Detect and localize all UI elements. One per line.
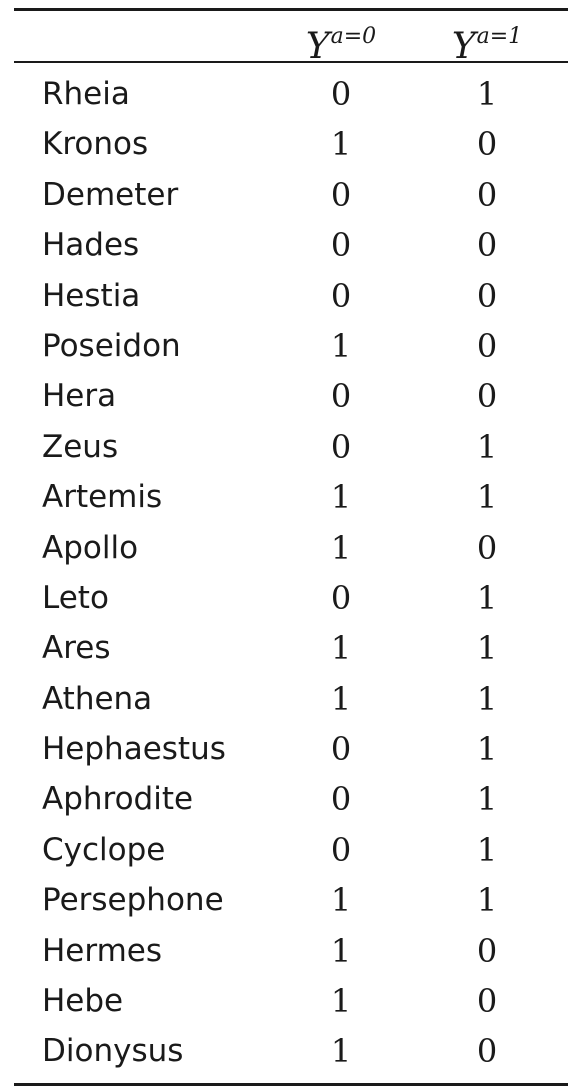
row-name: Hestia: [42, 277, 141, 314]
cell-y-a0: 0: [330, 730, 352, 769]
table-row: Hestia 0 0: [14, 271, 568, 321]
cell-y-a0: 0: [330, 830, 352, 869]
cell-y-a1: 0: [476, 982, 498, 1021]
cell-y-a1: 1: [476, 830, 498, 869]
table-row: Cyclope 0 1: [14, 825, 568, 875]
table-row: Hephaestus 0 1: [14, 724, 568, 774]
row-name: Persephone: [42, 882, 224, 919]
row-name: Athena: [42, 680, 153, 717]
cell-y-a1: 1: [476, 629, 498, 668]
header-y-a0-base: Y: [305, 26, 330, 67]
cell-y-a0: 0: [330, 578, 352, 617]
cell-y-a0: 1: [330, 326, 352, 365]
table-row: Kronos 1 0: [14, 119, 568, 169]
cell-y-a1: 1: [476, 679, 498, 718]
row-name: Hebe: [42, 983, 124, 1020]
row-name: Rheia: [42, 76, 130, 112]
table-row: Athena 1 1: [14, 674, 568, 724]
header-y-a1-superscript: a=1: [476, 24, 523, 49]
header-y-a1-base: Y: [451, 26, 476, 67]
cell-y-a0: 1: [330, 881, 352, 920]
header-y-a0-superscript: a=0: [330, 24, 377, 49]
table-row: Hera 0 0: [14, 371, 568, 421]
row-name: Hera: [42, 378, 117, 415]
cell-y-a1: 1: [476, 75, 498, 113]
cell-y-a0: 1: [330, 528, 352, 567]
cell-y-a0: 1: [330, 982, 352, 1021]
table-row: Poseidon 1 0: [14, 321, 568, 371]
row-name: Aphrodite: [42, 781, 194, 818]
cell-y-a1: 1: [476, 780, 498, 819]
cell-y-a1: 0: [476, 125, 498, 164]
cell-y-a1: 0: [476, 377, 498, 416]
row-name: Hermes: [42, 932, 163, 969]
row-name: Zeus: [42, 428, 119, 465]
cell-y-a0: 0: [330, 427, 352, 466]
cell-y-a1: 1: [476, 478, 498, 517]
table-body: Rheia 0 1 Kronos 1 0 Demeter 0 0 Hades 0 0 Hestia 0 0 P…: [14, 63, 568, 1083]
cell-y-a0: 0: [330, 226, 352, 265]
cell-y-a0: 0: [330, 276, 352, 315]
header-rule: [14, 61, 568, 63]
cell-y-a1: 1: [476, 578, 498, 617]
cell-y-a0: 1: [330, 931, 352, 970]
cell-y-a0: 1: [330, 629, 352, 668]
cell-y-a1: 0: [476, 528, 498, 567]
row-name: Poseidon: [42, 327, 181, 364]
row-name: Artemis: [42, 479, 163, 516]
cell-y-a0: 0: [330, 377, 352, 416]
table-row: Persephone 1 1: [14, 875, 568, 925]
table-row: Zeus 0 1: [14, 422, 568, 472]
cell-y-a1: 0: [476, 226, 498, 265]
table-row: Leto 0 1: [14, 573, 568, 623]
row-name: Leto: [42, 579, 109, 616]
cell-y-a1: 0: [476, 1032, 498, 1071]
row-name: Kronos: [42, 126, 149, 163]
table-row: Hermes 1 0: [14, 926, 568, 976]
cell-y-a1: 0: [476, 931, 498, 970]
cell-y-a1: 0: [476, 276, 498, 315]
row-name: Ares: [42, 630, 111, 667]
cell-y-a1: 1: [476, 881, 498, 920]
cell-y-a1: 0: [476, 175, 498, 214]
row-name: Cyclope: [42, 831, 166, 868]
table-row: Dionysus 1 0: [14, 1026, 568, 1076]
cell-y-a1: 0: [476, 326, 498, 365]
table-row: Demeter 0 0: [14, 170, 568, 220]
cell-y-a0: 0: [330, 780, 352, 819]
row-name: Dionysus: [42, 1033, 184, 1070]
cell-y-a0: 1: [330, 478, 352, 517]
table-row: Hades 0 0: [14, 220, 568, 270]
cell-y-a0: 0: [330, 75, 352, 113]
table-row: Rheia 0 1: [14, 69, 568, 119]
cell-y-a1: 1: [476, 427, 498, 466]
table-row: Artemis 1 1: [14, 472, 568, 522]
cell-y-a0: 1: [330, 679, 352, 718]
cell-y-a0: 0: [330, 175, 352, 214]
cell-y-a0: 1: [330, 125, 352, 164]
table-header: Ya=0 Ya=1: [14, 11, 568, 67]
row-name: Apollo: [42, 529, 139, 566]
header-y-a1: Ya=1: [422, 15, 552, 69]
outcomes-table: Ya=0 Ya=1 Rheia 0 1 Kronos 1 0 Demeter 0 0 Hades 0…: [14, 8, 568, 1086]
bottom-rule: [14, 1082, 568, 1086]
row-name: Hephaestus: [42, 731, 226, 768]
table-row: Hebe 1 0: [14, 976, 568, 1026]
table-row: Aphrodite 0 1: [14, 774, 568, 824]
top-rule: [14, 8, 568, 11]
table-row: Ares 1 1: [14, 623, 568, 673]
row-name: Hades: [42, 227, 140, 264]
table-row: Apollo 1 0: [14, 523, 568, 573]
row-name: Demeter: [42, 176, 179, 213]
cell-y-a1: 1: [476, 730, 498, 769]
cell-y-a0: 1: [330, 1032, 352, 1071]
header-y-a0: Ya=0: [276, 15, 406, 69]
